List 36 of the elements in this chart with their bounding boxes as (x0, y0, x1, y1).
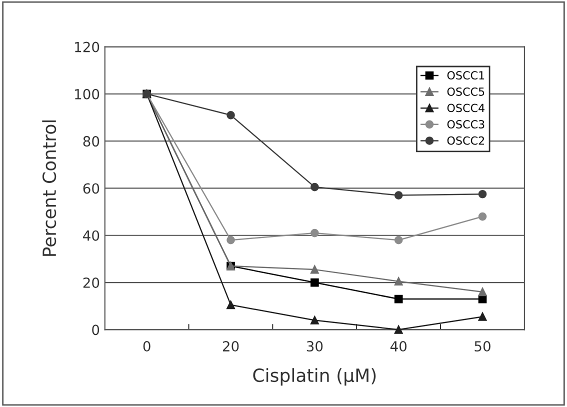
legend-label: OSCC5 (447, 87, 484, 96)
y-axis-title: Percent Control (42, 120, 56, 256)
point (310, 265, 319, 274)
point (310, 228, 319, 238)
legend-label: OSCC2 (447, 136, 484, 145)
y-tick-label: 120 (75, 42, 100, 52)
point (394, 277, 403, 286)
point (226, 110, 235, 120)
point (226, 300, 235, 310)
point (226, 236, 235, 244)
x-tick-label: 50 (474, 341, 490, 352)
x-tick-label: 0 (143, 341, 150, 352)
point (394, 236, 403, 244)
x-axis-title: Cisplatin (μM) (253, 368, 376, 386)
point (478, 288, 487, 296)
x-tick-label: 20 (222, 341, 239, 352)
point (310, 278, 319, 287)
point (310, 182, 319, 192)
point (394, 326, 403, 334)
point (394, 191, 403, 200)
point (394, 294, 403, 304)
point (478, 212, 487, 221)
y-tick-label: 20 (83, 277, 100, 288)
legend-label: OSCC1 (447, 71, 484, 80)
y-tick-label: 0 (92, 324, 100, 336)
y-tick-label: 100 (75, 88, 100, 100)
point (310, 316, 319, 324)
point (478, 190, 487, 198)
y-tick-label: 60 (83, 183, 100, 194)
legend-label: OSCC4 (447, 104, 484, 112)
y-tick-label: 80 (83, 136, 100, 147)
x-tick-label: 40 (390, 341, 407, 352)
legend-label: OSCC3 (447, 120, 484, 128)
x-tick-label: 30 (306, 341, 323, 352)
point (478, 312, 487, 321)
y-tick-label: 40 (83, 230, 100, 241)
